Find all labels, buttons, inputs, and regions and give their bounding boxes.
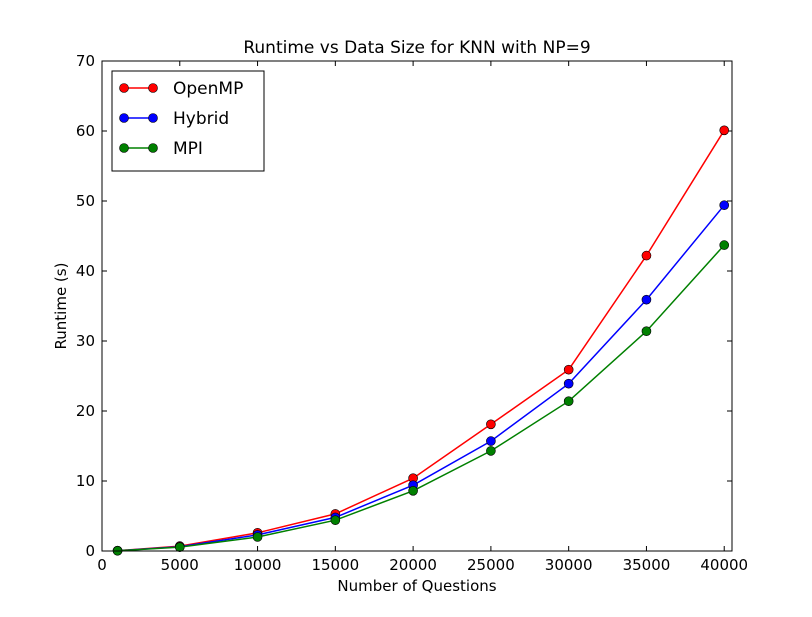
data-point-mpi: [330, 515, 341, 526]
y-tick-label: 70: [76, 52, 95, 70]
data-point-openmp: [563, 364, 574, 375]
y-tick-label: 10: [76, 472, 95, 490]
y-tick-label: 0: [85, 542, 95, 560]
legend-label-mpi: MPI: [173, 139, 203, 159]
legend-label-hybrid: Hybrid: [173, 109, 229, 129]
legend-marker-mpi: [119, 143, 129, 153]
x-tick-label: 15000: [311, 556, 359, 574]
data-point-hybrid: [563, 378, 574, 389]
data-point-mpi: [563, 396, 574, 407]
data-point-hybrid: [719, 200, 730, 210]
x-tick-label: 5000: [161, 556, 199, 574]
data-point-mpi: [486, 446, 496, 456]
legend-marker-openmp: [148, 83, 158, 93]
y-tick-label: 40: [76, 262, 95, 280]
x-tick-label: 40000: [700, 556, 748, 574]
data-point-hybrid: [641, 294, 652, 305]
legend: OpenMP Hybrid MPI: [111, 70, 265, 172]
x-tick-label: 30000: [545, 556, 593, 574]
legend-marker-hybrid: [148, 113, 158, 123]
data-point-openmp: [486, 419, 496, 430]
data-point-mpi: [252, 532, 263, 542]
chart-title: Runtime vs Data Size for KNN with NP=9: [243, 38, 590, 58]
data-point-hybrid: [486, 436, 496, 446]
y-tick-label: 30: [76, 332, 95, 350]
y-tick-label: 50: [76, 192, 95, 210]
plot-area-frame: [101, 60, 733, 552]
data-point-mpi: [719, 240, 730, 250]
x-tick-label: 25000: [467, 556, 515, 574]
x-tick-label: 35000: [623, 556, 671, 574]
legend-marker-openmp: [119, 83, 129, 93]
data-point-openmp: [641, 250, 652, 261]
legend-marker-mpi: [148, 143, 158, 153]
data-point-mpi: [408, 485, 418, 496]
data-point-mpi: [641, 326, 652, 337]
data-point-mpi: [174, 542, 185, 552]
x-axis-label: Number of Questions: [337, 577, 496, 595]
x-tick-label: 20000: [389, 556, 437, 574]
data-point-openmp: [719, 125, 730, 136]
x-tick-label: 10000: [234, 556, 282, 574]
y-axis-label: Runtime (s): [52, 263, 70, 350]
y-tick-label: 20: [76, 402, 95, 420]
legend-marker-hybrid: [119, 113, 129, 123]
legend-label-openmp: OpenMP: [173, 79, 243, 99]
x-tick-label: 0: [97, 556, 107, 574]
y-tick-label: 60: [76, 122, 95, 140]
